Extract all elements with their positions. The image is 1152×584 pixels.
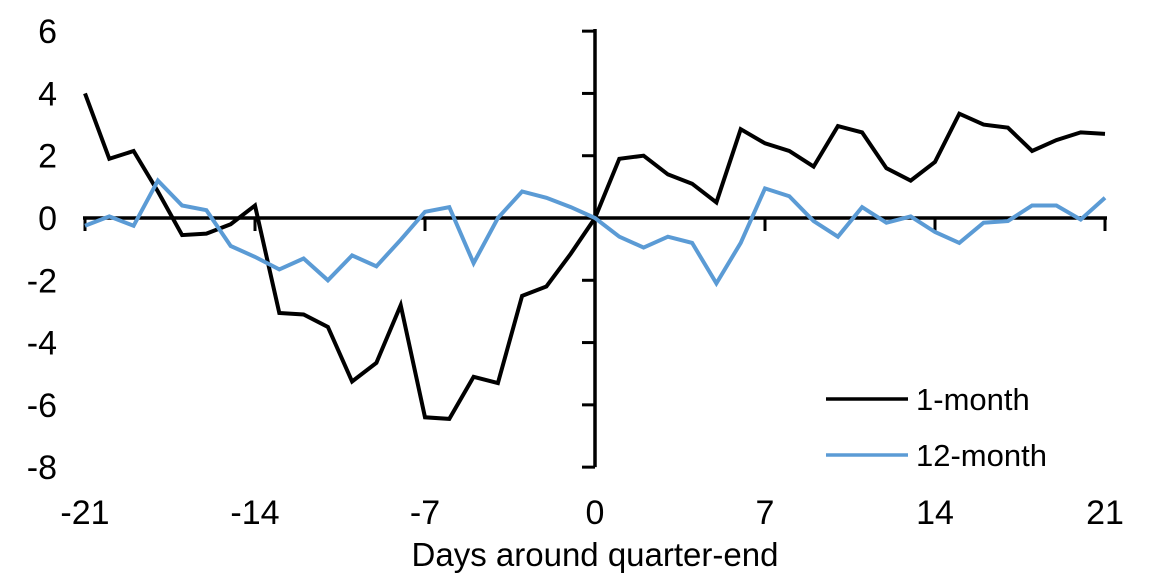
y-tick-label: -4 — [27, 325, 57, 363]
y-tick-label: -2 — [27, 262, 57, 300]
legend-label-1-month: 1-month — [916, 382, 1030, 417]
x-tick-label: -7 — [410, 494, 440, 532]
x-tick-label: -21 — [60, 494, 109, 532]
x-axis-tick-labels: -21 -14 -7 0 7 14 21 — [60, 494, 1123, 532]
y-tick-label: 0 — [38, 200, 57, 238]
x-tick-label: 7 — [756, 494, 775, 532]
series-lines — [83, 92, 1107, 421]
y-tick-label: -6 — [27, 387, 57, 425]
series-line-12-month — [84, 177, 1107, 288]
x-tick-label: 21 — [1086, 494, 1124, 532]
x-tick-label: 0 — [586, 494, 605, 532]
legend: 1-month 12-month — [826, 382, 1047, 473]
y-tick-label: 4 — [38, 75, 57, 113]
y-tick-label: 6 — [38, 13, 57, 51]
x-tick-label: 14 — [916, 494, 954, 532]
legend-label-12-month: 12-month — [916, 438, 1047, 473]
y-tick-label: 2 — [38, 138, 57, 176]
x-axis-title: Days around quarter-end — [412, 536, 779, 573]
x-tick-label: -14 — [230, 494, 279, 532]
y-tick-label: -8 — [27, 449, 57, 487]
y-axis-tick-labels: 6 4 2 0 -2 -4 -6 -8 — [27, 13, 57, 487]
